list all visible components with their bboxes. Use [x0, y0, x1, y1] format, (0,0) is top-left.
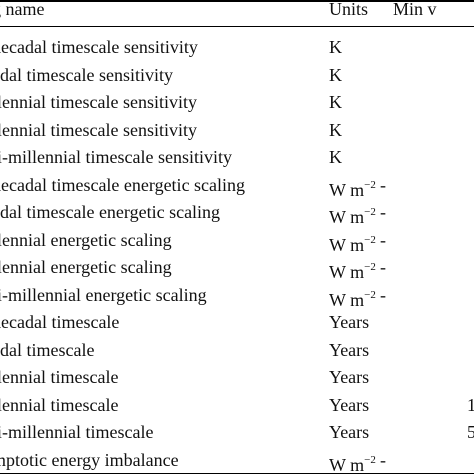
- table-row-units: Years: [329, 366, 369, 388]
- table-row-name: ti-millennial timescale sensitivity: [0, 147, 232, 167]
- table-row-name: llennial timescale sensitivity: [0, 120, 197, 140]
- table-row-units: Years: [329, 311, 369, 333]
- table-row-name: decadal timescale energetic scaling: [0, 175, 246, 195]
- table-row-min-value: -: [380, 450, 386, 470]
- units-base: K: [329, 37, 342, 57]
- table-row-units: W m−2: [329, 449, 376, 474]
- units-base: Years: [329, 422, 370, 442]
- units-exponent: −2: [364, 206, 376, 218]
- table-header-rule: [0, 26, 474, 27]
- units-base: W m: [329, 262, 365, 282]
- table-row-name: llennial energetic scaling: [0, 257, 172, 277]
- table-row-name: llennial timescale: [0, 395, 119, 415]
- table-row-name: mptotic energy imbalance: [0, 450, 179, 470]
- table-row-units: Years: [329, 339, 369, 361]
- units-base: K: [329, 65, 342, 85]
- table-row-min-value: -: [380, 175, 386, 195]
- table-row-name: llennial energetic scaling: [0, 230, 172, 250]
- table-row-min-value: 5: [467, 422, 474, 442]
- units-base: Years: [329, 367, 370, 387]
- header-name: g name: [0, 0, 45, 19]
- table-row-units: K: [329, 91, 342, 113]
- units-exponent: −2: [364, 289, 376, 301]
- header-min-value: Min v: [393, 0, 437, 19]
- units-base: W m: [329, 180, 365, 200]
- units-base: K: [329, 92, 342, 112]
- table-row-name: decadal timescale: [0, 312, 120, 332]
- table-top-rule: [0, 0, 474, 2]
- table-row-name: decadal timescale sensitivity: [0, 37, 198, 57]
- table-row-units: K: [329, 146, 342, 168]
- units-base: W m: [329, 235, 365, 255]
- header-units: Units: [329, 0, 369, 19]
- table-row-min-value: -: [380, 285, 386, 305]
- table-row-min-value: 1: [467, 395, 474, 415]
- units-exponent: −2: [364, 179, 376, 191]
- units-exponent: −2: [364, 454, 376, 466]
- units-base: W m: [329, 455, 365, 474]
- units-base: K: [329, 120, 342, 140]
- units-base: Years: [329, 312, 370, 332]
- table-row-units: W m−2: [329, 284, 376, 311]
- table-row-units: W m−2: [329, 256, 376, 283]
- units-base: K: [329, 147, 342, 167]
- table-row-min-value: -: [380, 202, 386, 222]
- table-row-units: Years: [329, 394, 369, 416]
- table-row-name: llennial timescale: [0, 367, 119, 387]
- table-row-name: ti-millennial energetic scaling: [0, 285, 207, 305]
- table-row-name: adal timescale: [0, 340, 95, 360]
- units-base: W m: [329, 207, 365, 227]
- units-base: Years: [329, 340, 370, 360]
- units-exponent: −2: [364, 261, 376, 273]
- table-row-name: adal timescale sensitivity: [0, 65, 173, 85]
- table-row-units: K: [329, 119, 342, 141]
- table-row-name: ti-millennial timescale: [0, 422, 154, 442]
- table-row-min-value: -: [380, 230, 386, 250]
- table-row-name: llennial timescale sensitivity: [0, 92, 197, 112]
- units-base: W m: [329, 290, 365, 310]
- units-base: Years: [329, 395, 370, 415]
- table-row-units: W m−2: [329, 174, 376, 201]
- table-row-units: K: [329, 64, 342, 86]
- table-row-units: W m−2: [329, 229, 376, 256]
- table-row-units: W m−2: [329, 201, 376, 228]
- table-row-name: adal timescale energetic scaling: [0, 202, 221, 222]
- units-exponent: −2: [364, 234, 376, 246]
- table-row-units: K: [329, 36, 342, 58]
- table-row-min-value: -: [380, 257, 386, 277]
- table-row-units: Years: [329, 421, 369, 443]
